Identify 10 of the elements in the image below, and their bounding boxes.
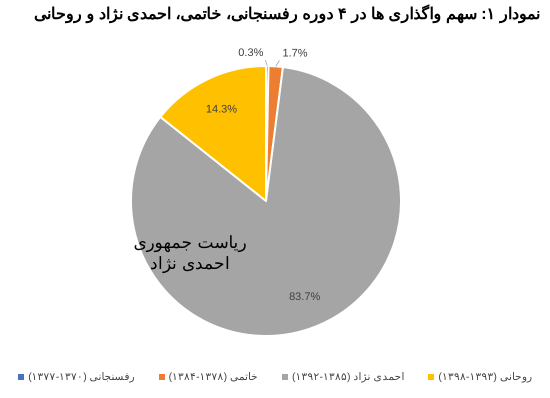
legend-label: خاتمی (۱۳۷۸-۱۳۸۴) [168,370,258,383]
data-label: 1.7% [282,47,308,60]
text: ریاست جمهوری احمدی نژاد [134,233,246,274]
legend-label: رفسنجانی (۱۳۷۰-۱۳۷۷) [28,370,135,383]
data-label: 83.7% [289,291,320,304]
data-label: 0.3% [238,47,264,60]
legend-label: روحانی (۱۳۹۳-۱۳۹۸) [438,370,532,383]
data-label: 14.3% [206,104,238,116]
legend-label: احمدی نژاد (۱۳۸۵-۱۳۹۲) [292,370,404,383]
chart-title: نمودار ۱: سهم واگذاری ها در ۴ دوره رفسنجانی، خاتمی، احمدی نژاد و روحانی [32,4,540,24]
